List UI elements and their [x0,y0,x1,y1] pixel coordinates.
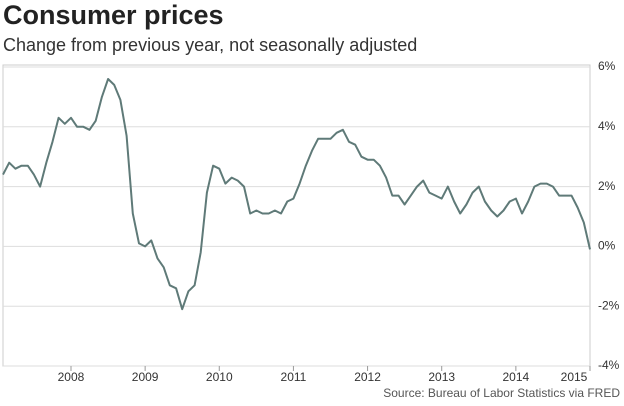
x-tick-label: 2013 [428,370,455,384]
data-line [2,78,591,311]
x-tick-label: 2009 [132,370,159,384]
plot-frame [2,64,591,367]
y-tick-label: -4% [598,358,620,372]
x-tick-label: 2010 [206,370,233,384]
chart-subtitle: Change from previous year, not seasonall… [3,35,417,55]
y-tick-label: -2% [598,298,620,312]
x-tick-label: 2015 [561,370,588,384]
source-note: Source: Bureau of Labor Statistics via F… [383,386,620,400]
chart-title: Consumer prices [3,0,224,30]
y-tick-label: 0% [598,239,616,253]
x-tick-label: 2012 [354,370,381,384]
y-tick-label: 2% [598,179,616,193]
x-tick-label: 2011 [281,370,307,384]
x-tick-label: 2008 [58,370,85,384]
x-tick-label: 2014 [503,370,530,384]
y-tick-label: 4% [598,119,616,133]
y-tick-label: 6% [598,59,616,73]
